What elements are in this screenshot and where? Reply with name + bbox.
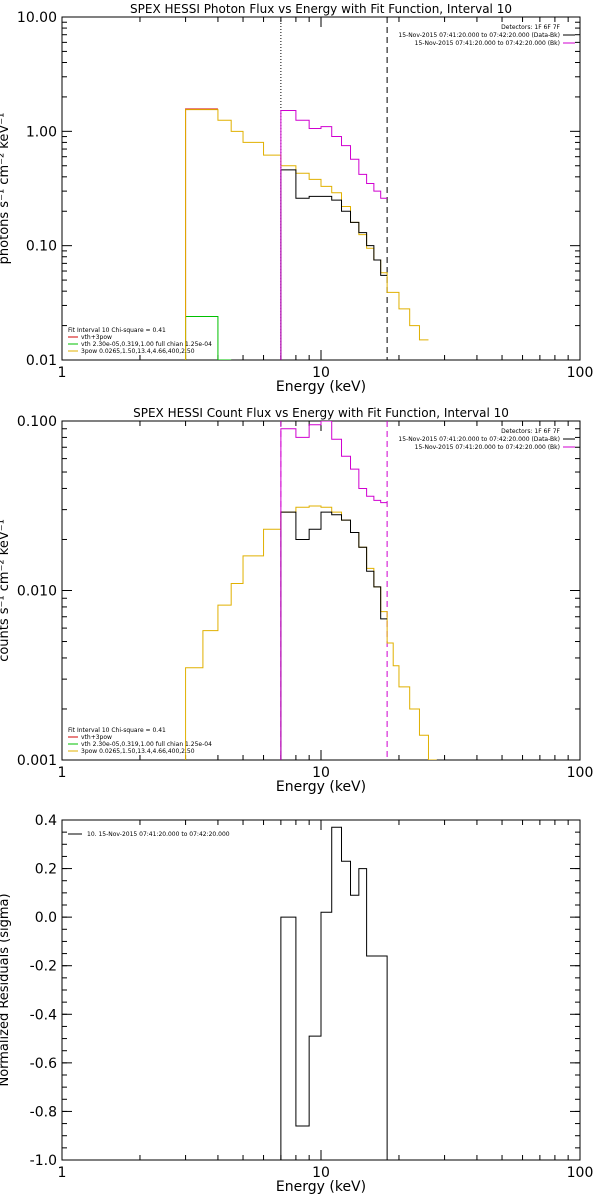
y-tick-label: 1.00 — [26, 124, 57, 140]
legend-text: Detectors: 1F 6F 7F — [501, 428, 560, 435]
y-tick-label: -0.2 — [30, 959, 57, 975]
chart-panel-3: Energy (keV) Normalized Residuals (sigma)… — [0, 813, 593, 1195]
y-tick-label: 0.0 — [35, 910, 57, 926]
series-bk — [280, 421, 388, 760]
series-3pow — [185, 109, 429, 360]
legend-text: 15-Nov-2015 07:41:20.000 to 07:42:20.000… — [398, 436, 560, 443]
legend-text: Fit Interval 10 Chi-square = 0.41 — [68, 727, 166, 734]
chart-panel-1: SPEX HESSI Photon Flux vs Energy with Fi… — [0, 2, 593, 395]
legend-text: 15-Nov-2015 07:41:20.000 to 07:42:20.000… — [415, 40, 560, 47]
legend-text: Fit Interval 10 Chi-square = 0.41 — [68, 327, 166, 334]
y-tick-label: 0.001 — [17, 753, 57, 769]
legend-text: vth 2.30e-05,0.319,1.00 full chian 1.25e… — [81, 341, 212, 348]
series-10-15-nov-2015-07-41-20-000-to-07-42-20-000 — [280, 826, 388, 1160]
legend-text: vth+3pow — [81, 334, 112, 341]
y-tick-label: 10.00 — [17, 10, 57, 26]
legend-text: 10. 15-Nov-2015 07:41:20.000 to 07:42:20… — [87, 831, 230, 838]
y-tick-label: 0.100 — [17, 414, 57, 430]
x-tick-label: 10 — [312, 1165, 330, 1181]
x-tick-label: 10 — [312, 365, 330, 381]
data-layer — [185, 17, 429, 360]
x-tick-label: 1 — [58, 765, 67, 781]
y-tick-label: -0.6 — [30, 1056, 57, 1072]
y-tick-label: 0.010 — [17, 584, 57, 600]
series-bk — [280, 110, 388, 360]
chart-title: SPEX HESSI Photon Flux vs Energy with Fi… — [130, 2, 512, 16]
x-tick-label: 100 — [567, 765, 594, 781]
x-tick-label: 100 — [567, 1165, 594, 1181]
x-tick-label: 1 — [58, 365, 67, 381]
chart-title: SPEX HESSI Count Flux vs Energy with Fit… — [133, 406, 509, 420]
legend-text: vth 2.30e-05,0.319,1.00 full chian 1.25e… — [81, 741, 212, 748]
x-axis-label: Energy (keV) — [276, 779, 366, 795]
chart-panel-2: SPEX HESSI Count Flux vs Energy with Fit… — [0, 406, 593, 795]
x-tick-label: 10 — [312, 765, 330, 781]
y-tick-label: -0.8 — [30, 1104, 57, 1120]
y-axis-label: photons s⁻¹ cm⁻² keV⁻¹ — [0, 113, 12, 265]
y-tick-label: 0.4 — [35, 813, 57, 829]
y-tick-label: 0.10 — [26, 239, 57, 255]
y-tick-label: -1.0 — [30, 1153, 57, 1169]
y-tick-label: 0.01 — [26, 353, 57, 369]
x-tick-label: 100 — [567, 365, 594, 381]
legend-text: 15-Nov-2015 07:41:20.000 to 07:42:20.000… — [398, 32, 560, 39]
legend-text: 3pow 0.0265,1.50,13.4,4.66,400,2.50 — [81, 748, 195, 755]
series-data-bk — [280, 511, 388, 760]
x-axis-label: Energy (keV) — [276, 1179, 366, 1195]
legend-text: 3pow 0.0265,1.50,13.4,4.66,400,2.50 — [81, 348, 195, 355]
y-tick-label: -0.4 — [30, 1007, 57, 1023]
series-data-bk — [280, 169, 388, 360]
legend-text: vth+3pow — [81, 734, 112, 741]
y-axis-label: Normalized Residuals (sigma) — [0, 893, 12, 1086]
y-tick-label: 0.2 — [35, 862, 57, 878]
y-axis-label: counts s⁻¹ cm⁻² keV⁻¹ — [0, 519, 12, 662]
data-layer — [280, 826, 388, 1160]
data-layer — [185, 421, 437, 760]
legend-text: Detectors: 1F 6F 7F — [501, 24, 560, 31]
legend-text: 15-Nov-2015 07:41:20.000 to 07:42:20.000… — [415, 444, 560, 451]
x-axis-label: Energy (keV) — [276, 379, 366, 395]
x-tick-label: 1 — [58, 1165, 67, 1181]
